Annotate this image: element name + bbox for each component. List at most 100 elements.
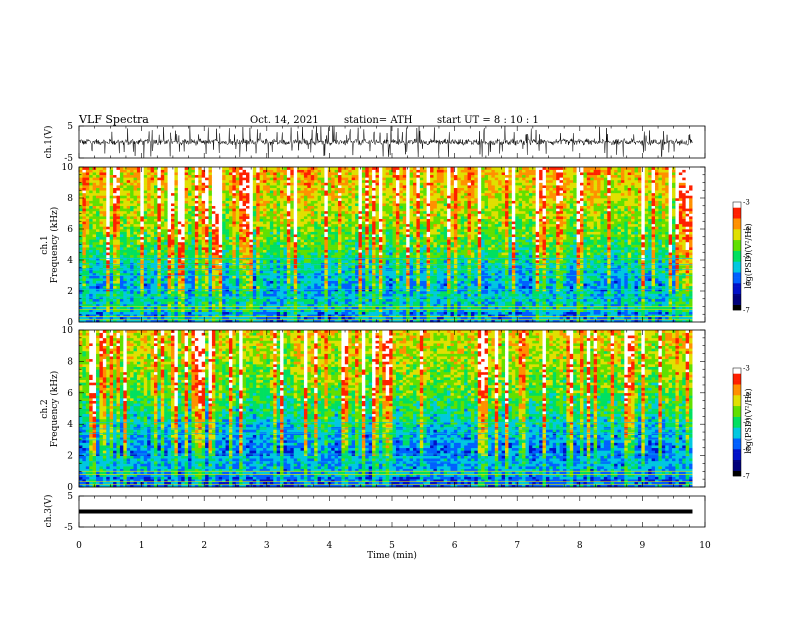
ch1-spectrogram-cell xyxy=(454,270,458,273)
ch1-spectrogram-cell xyxy=(519,286,523,289)
ch1-spectrogram-cell xyxy=(614,265,618,268)
ch1-spectrogram-cell xyxy=(597,281,601,284)
ch1-spectrogram-cell xyxy=(423,260,427,263)
ch1-spectrogram-cell xyxy=(212,296,216,299)
ch1-spectrogram-cell xyxy=(318,301,322,304)
ch1-spectrogram-cell xyxy=(324,257,328,260)
ch1-spectrogram-cell xyxy=(631,260,635,263)
ch1-spectrogram-cell xyxy=(631,288,635,291)
ch1-spectrogram-cell xyxy=(549,260,553,263)
ch1-spectrogram-cell xyxy=(209,283,213,286)
ch1-spectrogram-cell xyxy=(358,286,362,289)
ch1-spectrogram-cell xyxy=(652,294,656,297)
ch1-spectrogram-cell xyxy=(134,312,138,315)
ch1-spectrogram-cell xyxy=(655,288,659,291)
ch1-spectrogram-cell xyxy=(583,312,587,315)
ch1-spectrogram-cell xyxy=(618,291,622,294)
ch1-spectrogram-cell xyxy=(151,286,155,289)
ch1-spectrogram-cell xyxy=(543,294,547,297)
ch1-spectrogram-cell xyxy=(440,288,444,291)
ch1-spectrogram-cell xyxy=(212,291,216,294)
ch1-spectrogram-cell xyxy=(546,270,550,273)
ch1-spectrogram-cell xyxy=(382,252,386,255)
ch1-spectrogram-cell xyxy=(246,260,250,263)
ch1-spectrogram-cell xyxy=(512,260,516,263)
ch1-spectrogram-cell xyxy=(181,294,185,297)
ch1-spectrogram-cell xyxy=(348,291,352,294)
ch1-spectrogram-cell xyxy=(604,299,608,302)
ch1-spectrogram-cell xyxy=(556,307,560,310)
ch1-spectrogram-cell xyxy=(324,283,328,286)
ch1-spectrogram-cell xyxy=(113,288,117,291)
ch1-spectrogram-cell xyxy=(335,252,339,255)
ch1-spectrogram-cell xyxy=(570,260,574,263)
ch1-spectrogram-cell xyxy=(652,252,656,255)
ch1-spectrogram-cell xyxy=(93,265,97,268)
ch1-spectrogram-cell xyxy=(519,276,523,279)
ch1-spectrogram-cell xyxy=(658,288,662,291)
ch1-spectrogram-cell xyxy=(444,307,448,310)
ch1-spectrogram-cell xyxy=(376,255,380,258)
ch1-spectrogram-cell xyxy=(553,260,557,263)
ch1-spectrogram-cell xyxy=(232,281,236,284)
ch1-spectrogram-cell xyxy=(416,294,420,297)
ch1-spectrogram-cell xyxy=(335,286,339,289)
ch1-spectrogram-cell xyxy=(451,296,455,299)
ch1-spectrogram-cell xyxy=(433,294,437,297)
ch1-spectrogram-cell xyxy=(440,291,444,294)
ch1-spectrogram-cell xyxy=(253,281,257,284)
ch1-spectrogram-cell xyxy=(202,307,206,310)
ch1-spectrogram-cell xyxy=(358,265,362,268)
ch1-spectrogram-cell xyxy=(600,260,604,263)
ch1-spectrogram-cell xyxy=(365,312,369,315)
ch1-spectrogram-cell xyxy=(590,294,594,297)
ch1-spectrogram-cell xyxy=(178,281,182,284)
ch1-spectrogram-cell xyxy=(587,252,591,255)
ch1-spectrogram-cell xyxy=(338,299,342,302)
ch1-spectrogram-cell xyxy=(515,260,519,263)
ch1-spectrogram-cell xyxy=(532,291,536,294)
ch1-spectrogram-cell xyxy=(202,288,206,291)
ch1-spectrogram-cell xyxy=(365,294,369,297)
ch1-spectrogram-cell xyxy=(123,288,127,291)
ch1-spectrogram-cell xyxy=(93,291,97,294)
ch1-spectrogram-cell xyxy=(430,296,434,299)
ch1-spectrogram-cell xyxy=(140,276,144,279)
ch1-spectrogram-cell xyxy=(536,276,540,279)
ch1-spectrogram-cell xyxy=(249,252,253,255)
ch1-spectrogram-cell xyxy=(600,296,604,299)
ch1-spectrogram-cell xyxy=(355,252,359,255)
ch1-spectrogram-cell xyxy=(273,260,277,263)
ch1-spectrogram-cell xyxy=(485,288,489,291)
ch1-spectrogram-cell xyxy=(566,283,570,286)
ch1-spectrogram-cell xyxy=(474,252,478,255)
ch1-spectrogram-cell xyxy=(410,281,414,284)
ch1-spectrogram-cell xyxy=(168,301,172,304)
ch1-spectrogram-cell xyxy=(382,257,386,260)
ch1-spectrogram-cell xyxy=(403,260,407,263)
ch1-spectrogram-cell xyxy=(464,294,468,297)
ch1-spectrogram-cell xyxy=(396,260,400,263)
ch1-spectrogram-cell xyxy=(355,307,359,310)
ch1-spectrogram-cell xyxy=(185,252,189,255)
ch1-spectrogram-cell xyxy=(120,307,124,310)
ch1-spectrogram-cell xyxy=(399,281,403,284)
ch1-spectrogram-cell xyxy=(471,288,475,291)
ch1-spectrogram-cell xyxy=(331,257,335,260)
ch1-spectrogram-cell xyxy=(474,257,478,260)
ch1-spectrogram-cell xyxy=(130,291,134,294)
ch1-spectrogram-cell xyxy=(174,278,178,281)
ch1-spectrogram-cell xyxy=(410,276,414,279)
ch1-spectrogram-cell xyxy=(120,250,124,253)
ch1-spectrogram-cell xyxy=(99,265,103,268)
ch1-spectrogram-cell xyxy=(253,312,257,315)
ch1-spectrogram-cell xyxy=(618,276,622,279)
ch1-spectrogram-cell xyxy=(451,281,455,284)
ch1-spectrogram-cell xyxy=(478,252,482,255)
ch1-spectrogram-cell xyxy=(563,286,567,289)
ch1-spectrogram-cell xyxy=(590,276,594,279)
ch1-spectrogram-cell xyxy=(665,257,669,260)
ch1-spectrogram-cell xyxy=(188,257,192,260)
ch1-spectrogram-cell xyxy=(386,252,390,255)
ch1-spectrogram-cell xyxy=(662,281,666,284)
